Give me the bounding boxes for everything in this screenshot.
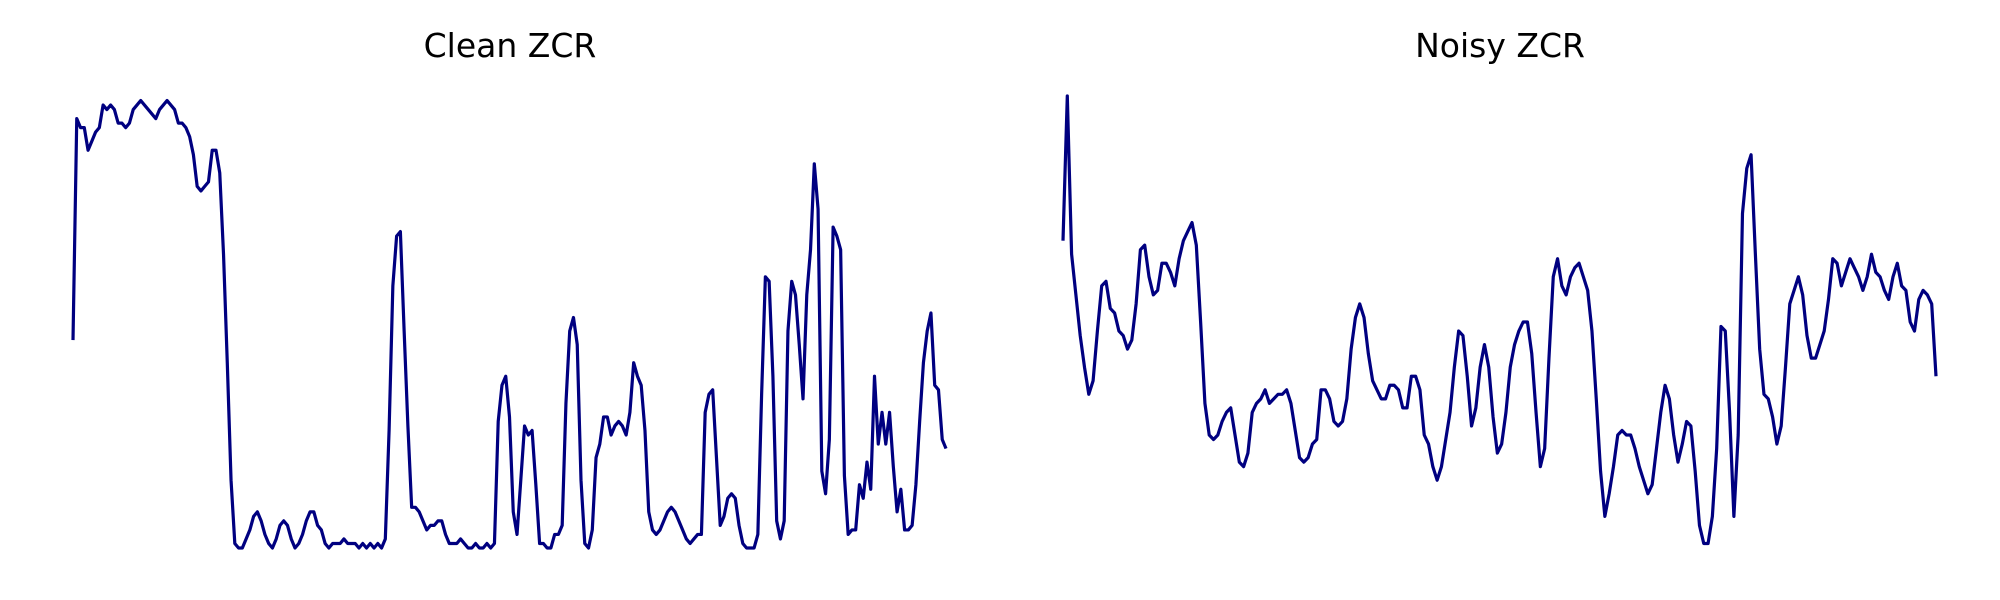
clean-zcr-chart: Clean ZCR bbox=[71, 26, 948, 550]
noisy-zcr-line bbox=[1061, 94, 1938, 546]
clean-zcr-title: Clean ZCR bbox=[424, 26, 597, 65]
clean-zcr-line bbox=[71, 98, 948, 550]
noisy-zcr-chart: Noisy ZCR bbox=[1061, 26, 1938, 546]
noisy-zcr-title: Noisy ZCR bbox=[1415, 26, 1585, 65]
noisy-zcr-plot-area bbox=[1061, 94, 1938, 546]
clean-zcr-plot-area bbox=[71, 98, 948, 550]
